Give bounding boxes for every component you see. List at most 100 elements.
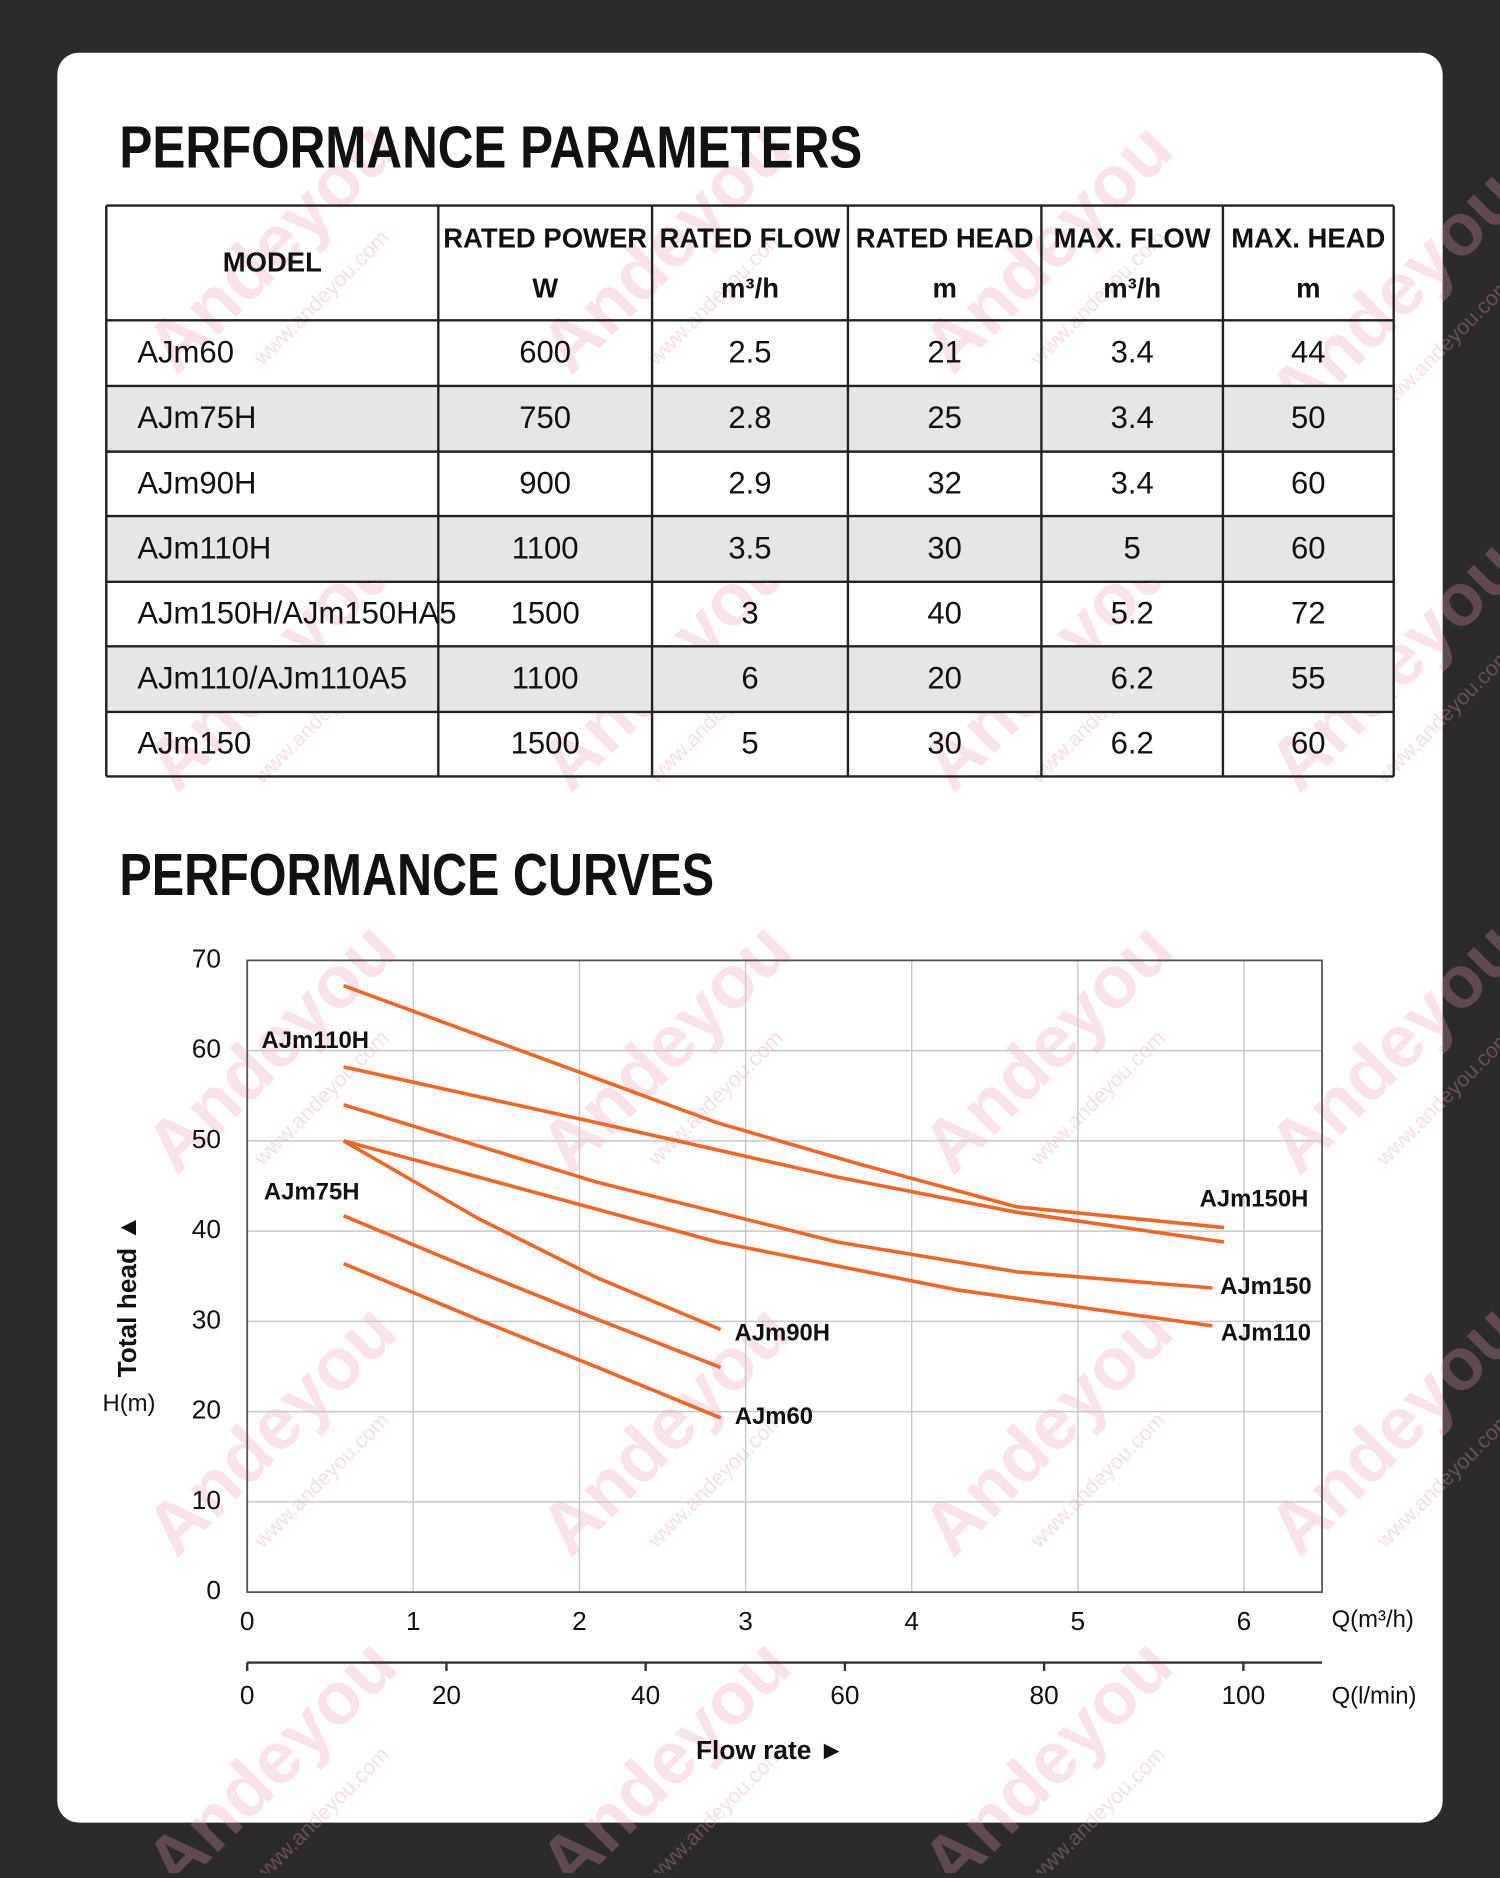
value-cell: 72 (1291, 595, 1326, 630)
column-unit: W (532, 273, 558, 304)
value-cell: 3 (741, 595, 758, 630)
curve (342, 1139, 722, 1332)
table: MODEL RATED POWER W RATED FLOW m³/h RATED HEA… (105, 204, 1395, 778)
value-cell: 2.5 (728, 334, 771, 369)
x2-tick-label: 40 (631, 1680, 660, 1710)
model-cell: AJm75H (137, 400, 256, 435)
column-header: MAX. FLOW (1054, 222, 1211, 253)
value-cell: 25 (927, 400, 962, 435)
plot-frame (246, 959, 1323, 1594)
curve (342, 1261, 722, 1420)
x-axis-title: Flow rate ► (696, 1735, 845, 1765)
x2-tick-label: 100 (1221, 1680, 1265, 1710)
row-shade (106, 516, 1394, 582)
y-tick-label: 50 (192, 1124, 221, 1154)
x-axis-unit: Q(m³/h) (1332, 1606, 1414, 1633)
value-cell: 5.2 (1111, 595, 1154, 630)
model-cell: AJm150H/AJm150HA5 (137, 595, 456, 630)
series-label: AJm110H (262, 1027, 370, 1054)
curve (342, 1214, 722, 1370)
value-cell: 44 (1291, 334, 1326, 369)
x-tick-label: 1 (406, 1606, 421, 1636)
column-unit: m (1296, 273, 1320, 304)
series-label: AJm110 (1221, 1320, 1311, 1347)
value-cell: 3.4 (1111, 465, 1154, 500)
value-cell: 60 (1291, 465, 1326, 500)
value-cell: 5 (1124, 530, 1141, 565)
column-unit: m³/h (1103, 273, 1161, 304)
value-cell: 900 (519, 465, 571, 500)
value-cell: 1100 (512, 661, 579, 696)
value-cell: 2.9 (728, 465, 771, 500)
y-tick-label: 40 (192, 1214, 221, 1244)
value-cell: 600 (519, 334, 571, 369)
y-tick-label: 10 (192, 1485, 221, 1515)
y-tick-label: 20 (192, 1395, 221, 1425)
x-tick-label: 0 (240, 1606, 255, 1636)
x2-tick-label: 60 (830, 1680, 859, 1710)
value-cell: 6.2 (1111, 661, 1154, 696)
value-cell: 3.4 (1111, 400, 1154, 435)
value-cell: 20 (927, 661, 962, 696)
y-tick-label: 30 (192, 1304, 221, 1334)
y-tick-label: 60 (192, 1034, 221, 1064)
series-label: AJm60 (735, 1403, 813, 1430)
card (57, 52, 1443, 1823)
curve (343, 1065, 1225, 1244)
x-tick-label: 4 (904, 1606, 919, 1636)
value-cell: 2.8 (728, 400, 771, 435)
curve (343, 1139, 1213, 1328)
model-cell: AJm90H (137, 465, 256, 500)
column-unit: m³/h (721, 273, 779, 304)
value-cell: 3.5 (728, 530, 771, 565)
model-cell: AJm150 (137, 726, 251, 761)
y-tick-label: 70 (192, 943, 221, 973)
column-header: RATED POWER (443, 222, 647, 253)
value-cell: 60 (1291, 726, 1326, 761)
column-header: RATED HEAD (856, 222, 1034, 253)
curve (343, 1103, 1213, 1290)
value-cell: 6 (741, 661, 758, 696)
column-header: RATED FLOW (660, 222, 841, 253)
model-cell: AJm110/AJm110A5 (137, 661, 407, 696)
column-unit: m (932, 273, 956, 304)
value-cell: 750 (519, 400, 571, 435)
series-label: AJm150H (1200, 1186, 1309, 1213)
value-cell: 1500 (511, 595, 580, 630)
x-tick-label: 3 (738, 1606, 753, 1636)
series-label: AJm150 (1220, 1273, 1312, 1300)
section-title: PERFORMANCE CURVES (119, 841, 714, 908)
x-tick-label: 5 (1071, 1606, 1086, 1636)
curve (342, 983, 1225, 1230)
value-cell: 6.2 (1111, 726, 1154, 761)
x-tick-label: 2 (572, 1606, 587, 1636)
value-cell: 21 (927, 334, 962, 369)
value-cell: 3.4 (1111, 334, 1154, 369)
value-cell: 30 (927, 530, 962, 565)
y-axis-unit: H(m) (102, 1390, 155, 1417)
column-header: MAX. HEAD (1231, 222, 1385, 253)
row-shade (106, 385, 1394, 452)
series-label: AJm75H (264, 1179, 360, 1206)
value-cell: 1100 (512, 530, 579, 565)
model-cell: AJm60 (137, 334, 234, 369)
x2-tick-label: 0 (240, 1680, 255, 1710)
y-tick-label: 0 (206, 1575, 221, 1605)
value-cell: 55 (1291, 661, 1326, 696)
value-cell: 50 (1291, 400, 1326, 435)
y-axis-title: Total head ▲ (112, 1215, 142, 1378)
value-cell: 5 (741, 726, 758, 761)
column-header: MODEL (223, 246, 322, 277)
value-cell: 30 (927, 726, 962, 761)
x2-tick-label: 20 (432, 1680, 461, 1710)
section-title: PERFORMANCE PARAMETERS (119, 114, 862, 181)
model-cell: AJm110H (137, 530, 271, 565)
value-cell: 60 (1291, 530, 1326, 565)
value-cell: 32 (927, 465, 962, 500)
value-cell: 1500 (511, 726, 580, 761)
x-tick-label: 6 (1237, 1606, 1252, 1636)
x2-tick-label: 80 (1030, 1680, 1059, 1710)
